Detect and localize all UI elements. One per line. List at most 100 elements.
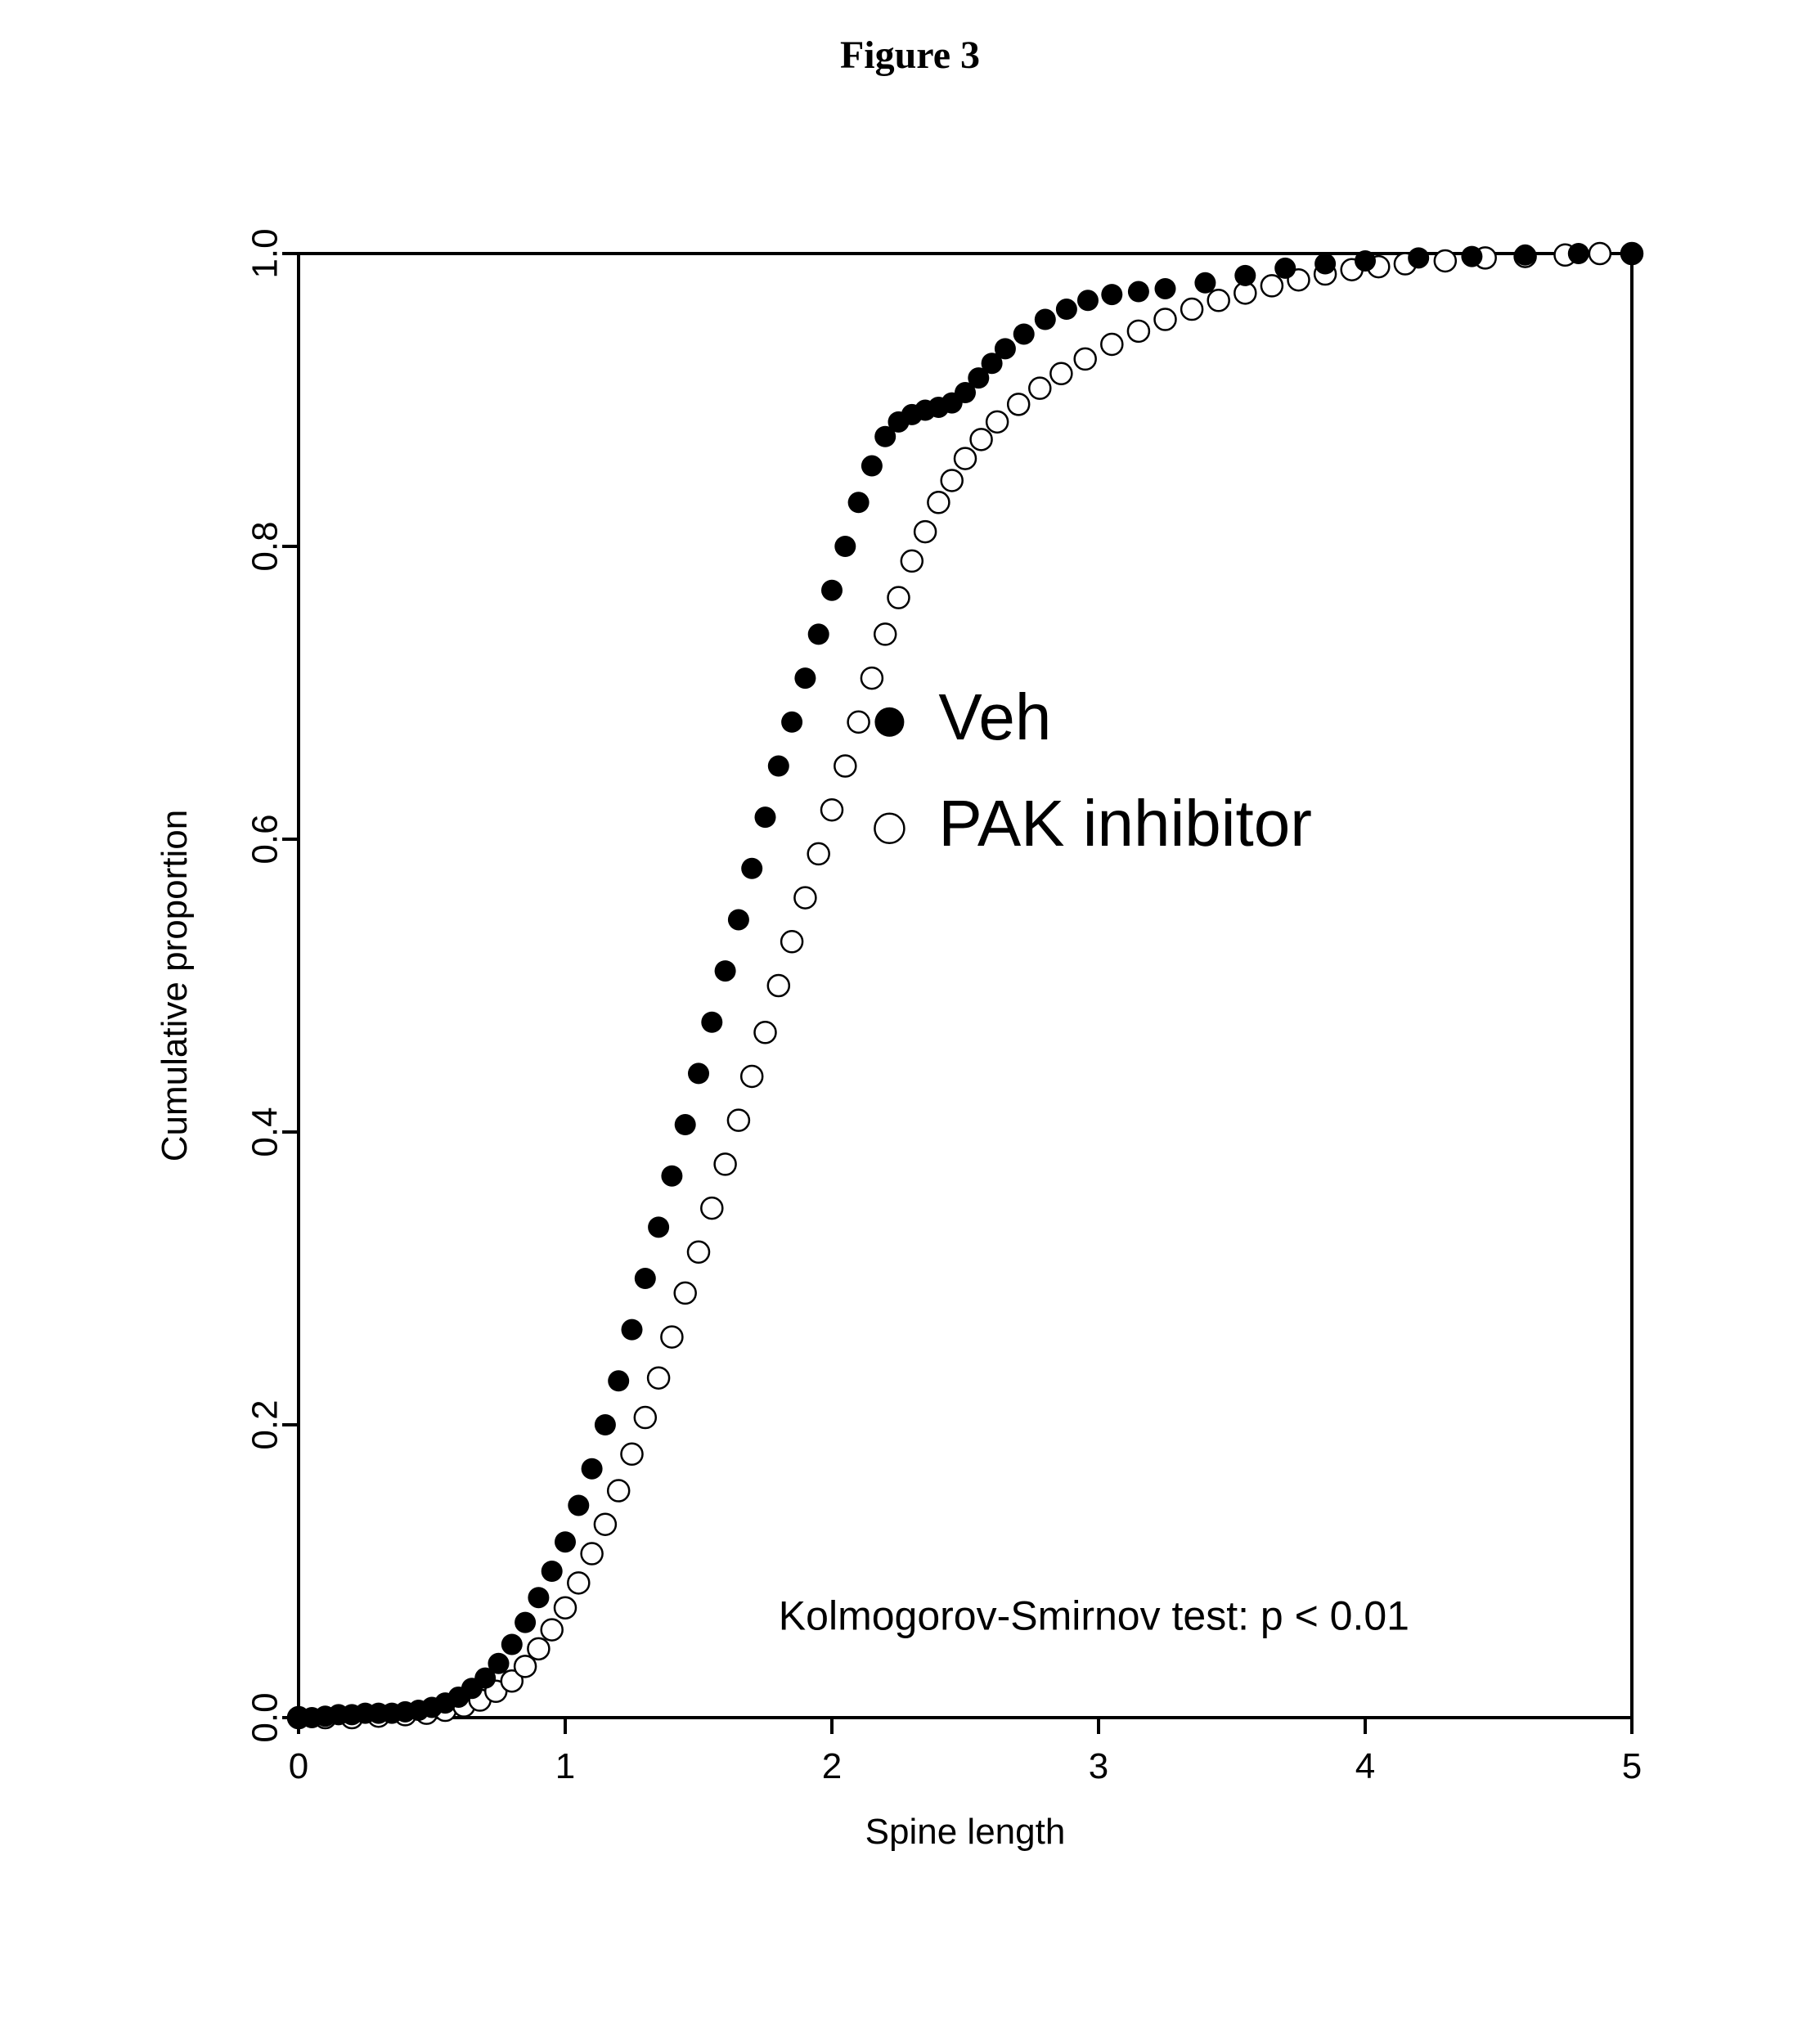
pak-point bbox=[741, 1066, 762, 1087]
y-tick-label: 1.0 bbox=[245, 228, 285, 278]
pak-point bbox=[715, 1153, 736, 1175]
x-tick-label: 3 bbox=[1089, 1746, 1108, 1786]
veh-point bbox=[821, 580, 843, 601]
veh-point bbox=[648, 1216, 669, 1238]
veh-point bbox=[755, 806, 776, 828]
veh-point bbox=[1128, 281, 1149, 303]
legend-label-veh: Veh bbox=[938, 681, 1051, 753]
veh-point bbox=[622, 1319, 643, 1341]
pak-point bbox=[1589, 243, 1611, 264]
pak-point bbox=[848, 712, 870, 733]
veh-point bbox=[1056, 299, 1077, 320]
y-tick-label: 0.0 bbox=[245, 1692, 285, 1742]
pak-point bbox=[821, 799, 843, 820]
veh-point bbox=[701, 1012, 722, 1033]
veh-point bbox=[715, 960, 736, 982]
pak-point bbox=[1128, 321, 1149, 342]
pak-point bbox=[675, 1283, 696, 1304]
veh-point bbox=[834, 536, 856, 557]
veh-point bbox=[848, 492, 870, 513]
pak-point bbox=[874, 623, 896, 645]
page: Figure 3 0123450.00.20.40.60.81.0Spine l… bbox=[0, 0, 1820, 2017]
veh-point bbox=[542, 1561, 563, 1582]
pak-point bbox=[861, 667, 883, 689]
pak-point bbox=[834, 756, 856, 777]
veh-point bbox=[861, 456, 883, 477]
veh-point bbox=[568, 1494, 589, 1516]
veh-point bbox=[528, 1587, 549, 1608]
veh-point bbox=[1314, 254, 1336, 275]
veh-point bbox=[661, 1166, 682, 1187]
veh-point bbox=[1077, 290, 1099, 311]
veh-point bbox=[808, 623, 829, 645]
pak-point bbox=[955, 448, 976, 469]
pak-point bbox=[661, 1327, 682, 1348]
pak-point bbox=[1181, 299, 1202, 320]
pak-point bbox=[635, 1407, 656, 1428]
pak-point bbox=[888, 587, 910, 609]
x-tick-label: 2 bbox=[822, 1746, 842, 1786]
y-tick-label: 0.6 bbox=[245, 814, 285, 864]
veh-point bbox=[1274, 258, 1296, 279]
veh-point bbox=[1234, 265, 1256, 286]
pak-point bbox=[768, 975, 789, 996]
legend-label-pak: PAK inhibitor bbox=[938, 787, 1312, 860]
pak-point bbox=[755, 1022, 776, 1043]
pak-point bbox=[941, 469, 963, 491]
ecdf-chart: 0123450.00.20.40.60.81.0Spine lengthCumu… bbox=[65, 164, 1701, 1963]
pak-point bbox=[555, 1597, 576, 1619]
pak-point bbox=[688, 1242, 709, 1263]
pak-point bbox=[901, 550, 923, 572]
veh-point bbox=[1621, 243, 1642, 264]
pak-point bbox=[1208, 290, 1229, 311]
veh-point bbox=[995, 338, 1016, 359]
pak-point bbox=[568, 1572, 589, 1593]
pak-point bbox=[1075, 348, 1096, 370]
y-tick-label: 0.4 bbox=[245, 1107, 285, 1157]
veh-point bbox=[1568, 243, 1589, 264]
pak-point bbox=[1050, 363, 1072, 384]
y-axis-label: Cumulative proportion bbox=[155, 810, 195, 1161]
veh-point bbox=[501, 1634, 523, 1655]
veh-point bbox=[582, 1458, 603, 1480]
pak-point bbox=[914, 521, 936, 542]
veh-point bbox=[728, 909, 749, 930]
veh-point bbox=[675, 1114, 696, 1135]
pak-point bbox=[582, 1543, 603, 1565]
veh-point bbox=[1155, 278, 1176, 299]
pak-point bbox=[528, 1638, 549, 1660]
veh-point bbox=[595, 1414, 616, 1435]
veh-point bbox=[1461, 246, 1482, 267]
pak-point bbox=[595, 1514, 616, 1535]
y-tick-label: 0.8 bbox=[245, 521, 285, 571]
pak-point bbox=[1101, 334, 1122, 355]
veh-point bbox=[1101, 284, 1122, 305]
pak-point bbox=[515, 1655, 536, 1677]
veh-point bbox=[1515, 245, 1536, 266]
pak-point bbox=[986, 411, 1008, 433]
pak-point bbox=[1435, 250, 1456, 272]
x-axis-label: Spine length bbox=[865, 1812, 1066, 1852]
veh-point bbox=[488, 1653, 510, 1674]
pak-point bbox=[608, 1480, 629, 1502]
stats-annotation: Kolmogorov-Smirnov test: p < 0.01 bbox=[779, 1593, 1409, 1639]
veh-point bbox=[555, 1531, 576, 1552]
pak-point bbox=[1029, 378, 1050, 399]
pak-point bbox=[928, 492, 949, 513]
pak-point bbox=[971, 429, 992, 450]
pak-point bbox=[808, 843, 829, 865]
legend-marker-pak-icon bbox=[874, 814, 904, 843]
legend-marker-veh-icon bbox=[874, 708, 904, 737]
y-tick-label: 0.2 bbox=[245, 1399, 285, 1449]
veh-point bbox=[688, 1062, 709, 1084]
veh-point bbox=[794, 667, 816, 689]
pak-point bbox=[701, 1197, 722, 1219]
pak-point bbox=[1008, 393, 1029, 415]
veh-point bbox=[1408, 247, 1429, 268]
veh-point bbox=[608, 1370, 629, 1391]
pak-point bbox=[622, 1444, 643, 1465]
veh-point bbox=[1013, 323, 1035, 344]
veh-point bbox=[1194, 272, 1216, 294]
x-tick-label: 5 bbox=[1622, 1746, 1642, 1786]
figure-title: Figure 3 bbox=[0, 33, 1820, 78]
